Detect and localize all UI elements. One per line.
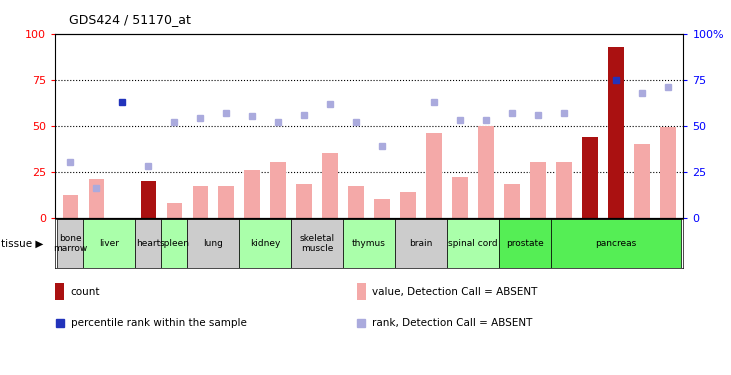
Bar bbox=[556, 162, 572, 218]
Bar bbox=[270, 162, 286, 218]
Bar bbox=[140, 181, 156, 218]
Text: tissue ▶: tissue ▶ bbox=[1, 239, 44, 249]
Bar bbox=[219, 186, 234, 218]
Bar bbox=[343, 219, 395, 268]
Bar bbox=[83, 219, 135, 268]
Bar bbox=[660, 128, 675, 218]
Bar bbox=[447, 219, 499, 268]
Bar bbox=[192, 186, 208, 218]
Text: value, Detection Call = ABSENT: value, Detection Call = ABSENT bbox=[372, 287, 538, 297]
Text: thymus: thymus bbox=[352, 239, 386, 248]
Bar bbox=[63, 195, 78, 217]
Bar bbox=[499, 219, 551, 268]
Bar bbox=[291, 219, 343, 268]
Text: spleen: spleen bbox=[159, 239, 189, 248]
Bar bbox=[58, 219, 83, 268]
Text: liver: liver bbox=[99, 239, 119, 248]
Text: heart: heart bbox=[136, 239, 161, 248]
Bar bbox=[244, 170, 260, 217]
Bar bbox=[452, 177, 468, 218]
Bar bbox=[401, 192, 416, 217]
Text: kidney: kidney bbox=[250, 239, 281, 248]
Bar bbox=[162, 219, 187, 268]
Text: pancreas: pancreas bbox=[595, 239, 637, 248]
Text: GDS424 / 51170_at: GDS424 / 51170_at bbox=[69, 13, 192, 26]
Bar bbox=[322, 153, 338, 218]
Text: prostate: prostate bbox=[506, 239, 544, 248]
Bar bbox=[296, 184, 312, 218]
Bar bbox=[88, 179, 105, 218]
Bar bbox=[357, 283, 366, 300]
Bar bbox=[551, 219, 681, 268]
Text: spinal cord: spinal cord bbox=[448, 239, 498, 248]
Bar bbox=[582, 136, 598, 218]
Bar bbox=[187, 219, 239, 268]
Text: skeletal
muscle: skeletal muscle bbox=[300, 234, 335, 254]
Text: percentile rank within the sample: percentile rank within the sample bbox=[70, 318, 246, 328]
Bar bbox=[239, 219, 291, 268]
Text: bone
marrow: bone marrow bbox=[53, 234, 88, 254]
Bar bbox=[504, 184, 520, 218]
Bar bbox=[55, 283, 64, 300]
Bar bbox=[349, 186, 364, 218]
Bar bbox=[374, 199, 390, 217]
Bar bbox=[426, 133, 442, 218]
Text: count: count bbox=[70, 287, 100, 297]
Bar bbox=[634, 144, 650, 218]
Bar bbox=[167, 203, 182, 217]
Bar bbox=[395, 219, 447, 268]
Bar bbox=[608, 46, 624, 217]
Text: brain: brain bbox=[409, 239, 433, 248]
Bar bbox=[478, 126, 494, 218]
Bar bbox=[530, 162, 546, 218]
Text: rank, Detection Call = ABSENT: rank, Detection Call = ABSENT bbox=[372, 318, 533, 328]
Bar bbox=[135, 219, 162, 268]
Text: lung: lung bbox=[203, 239, 223, 248]
